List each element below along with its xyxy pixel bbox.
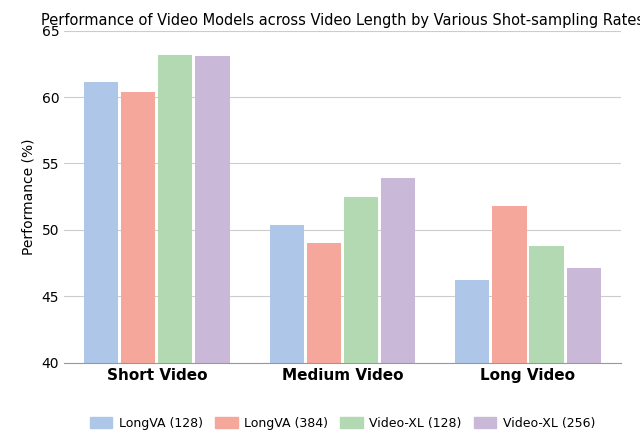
- Bar: [529, 246, 564, 437]
- Bar: [566, 268, 601, 437]
- Bar: [381, 178, 415, 437]
- Bar: [84, 83, 118, 437]
- Legend: LongVA (128), LongVA (384), Video-XL (128), Video-XL (256): LongVA (128), LongVA (384), Video-XL (12…: [84, 412, 600, 435]
- Bar: [195, 56, 230, 437]
- Bar: [307, 243, 341, 437]
- Bar: [344, 197, 378, 437]
- Bar: [455, 281, 490, 437]
- Bar: [158, 55, 193, 437]
- Bar: [492, 206, 527, 437]
- Bar: [269, 225, 304, 437]
- Bar: [121, 92, 156, 437]
- Title: Performance of Video Models across Video Length by Various Shot-sampling Rates: Performance of Video Models across Video…: [41, 13, 640, 28]
- Y-axis label: Performance (%): Performance (%): [22, 139, 36, 255]
